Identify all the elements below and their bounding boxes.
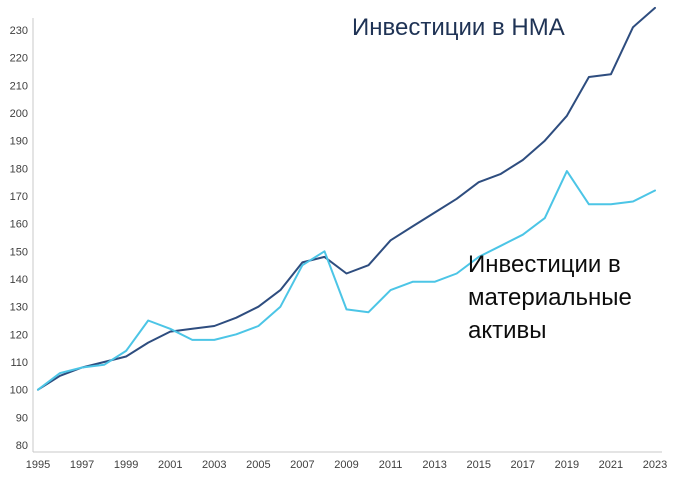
x-tick-label: 2019: [555, 459, 579, 471]
y-tick-label: 210: [10, 80, 28, 92]
x-tick-label: 2005: [246, 459, 270, 471]
x-tick-label: 1995: [26, 459, 50, 471]
y-tick-label: 100: [10, 385, 28, 397]
y-tick-label: 200: [10, 108, 28, 120]
series-label-tangible: Инвестиции в материальные активы: [468, 251, 632, 344]
x-tick-label: 2009: [334, 459, 358, 471]
series-label-nma: Инвестиции в НМА: [352, 14, 565, 41]
y-tick-label: 120: [10, 329, 28, 341]
y-tick-label: 180: [10, 163, 28, 175]
y-tick-label: 140: [10, 274, 28, 286]
y-tick-label: 160: [10, 219, 28, 231]
x-tick-label: 1997: [70, 459, 94, 471]
x-tick-label: 2023: [643, 459, 667, 471]
series-line-nma: [37, 6, 656, 391]
x-tick-label: 2015: [466, 459, 490, 471]
x-tick-label: 2003: [202, 459, 226, 471]
y-tick-label: 190: [10, 136, 28, 148]
x-tick-label: 2007: [290, 459, 314, 471]
series-line-tangible-assets: [37, 170, 656, 391]
y-tick-label: 110: [10, 357, 28, 369]
x-tick-label: 2001: [158, 459, 182, 471]
x-tick-label: 2013: [422, 459, 446, 471]
y-tick-label: 90: [16, 412, 28, 424]
x-tick-label: 2017: [511, 459, 535, 471]
y-tick-label: 130: [10, 302, 28, 314]
y-tick-label: 230: [10, 25, 28, 37]
y-tick-label: 220: [10, 53, 28, 65]
x-tick-label: 2021: [599, 459, 623, 471]
x-tick-label: 1999: [114, 459, 138, 471]
y-tick-label: 170: [10, 191, 28, 203]
y-tick-label: 150: [10, 246, 28, 258]
y-tick-label: 80: [16, 440, 28, 452]
x-tick-label: 2011: [379, 459, 403, 471]
